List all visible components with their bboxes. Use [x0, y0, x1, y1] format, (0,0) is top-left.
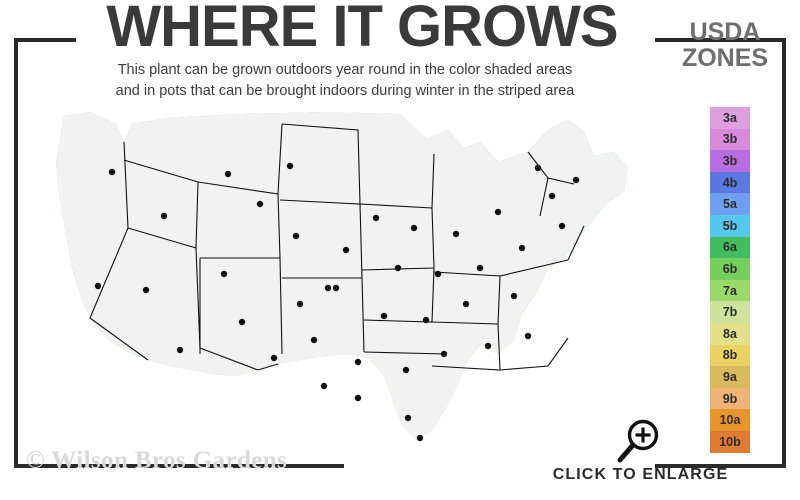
usda-hardiness-zone-map[interactable] — [28, 108, 688, 448]
legend-title-line-1: USDA — [689, 18, 761, 46]
subtitle-line-2: and in pots that can be brought indoors … — [115, 83, 575, 100]
legend-title-line-2: ZONES — [681, 43, 769, 72]
subtitle: This plant can be grown outdoors year ro… — [40, 60, 650, 102]
map-borders — [55, 111, 629, 441]
zone-swatch-7a-8: 7a — [710, 279, 750, 302]
magnifier-plus-icon[interactable] — [612, 418, 664, 466]
zone-swatch-9a-12: 9a — [710, 366, 750, 388]
map-city-dots — [94, 162, 580, 442]
usda-zone-legend: 3a 3b 3b 4b 5a 5b 6a 6b 7a 7b 8a 8b 9a 9b 10a 10b — [710, 107, 750, 453]
legend-title: USDA ZONES — [660, 18, 790, 72]
frame-left-edge — [14, 38, 18, 468]
frame-top-left — [14, 38, 76, 42]
frame-bottom-left — [14, 464, 344, 468]
zone-swatch-8a-10: 8a — [710, 322, 750, 345]
zone-swatch-5a-4: 5a — [710, 193, 750, 215]
frame-right-edge — [782, 38, 786, 468]
frame-top-right — [655, 38, 786, 42]
zone-swatch-10b-15: 10b — [710, 430, 750, 453]
click-to-enlarge-label[interactable]: CLICK TO ENLARGE — [552, 466, 729, 483]
zone-swatch-10a-14: 10a — [710, 409, 750, 431]
subtitle-line-1: This plant can be grown outdoors year ro… — [117, 62, 573, 78]
zone-swatch-3b-1: 3b — [710, 128, 750, 151]
zone-swatch-3a-0: 3a — [710, 107, 750, 129]
zone-swatch-4b-3: 4b — [710, 171, 750, 194]
zone-swatch-7b-9: 7b — [710, 301, 750, 323]
zone-swatch-5b-5: 5b — [710, 214, 750, 237]
zone-swatch-9b-13: 9b — [710, 387, 750, 410]
zone-swatch-6a-6: 6a — [710, 236, 750, 259]
zone-swatch-3b-2: 3b — [710, 150, 750, 172]
frame-bottom-right — [655, 464, 786, 468]
unshaded-south-texas — [248, 398, 372, 440]
watermark: © Wilson Bros Gardens — [26, 447, 288, 474]
zone-swatch-6b-7: 6b — [710, 258, 750, 280]
page-title: WHERE IT GROWS — [106, 0, 618, 59]
zone-swatch-8b-11: 8b — [710, 344, 750, 367]
state-borders — [89, 123, 585, 371]
